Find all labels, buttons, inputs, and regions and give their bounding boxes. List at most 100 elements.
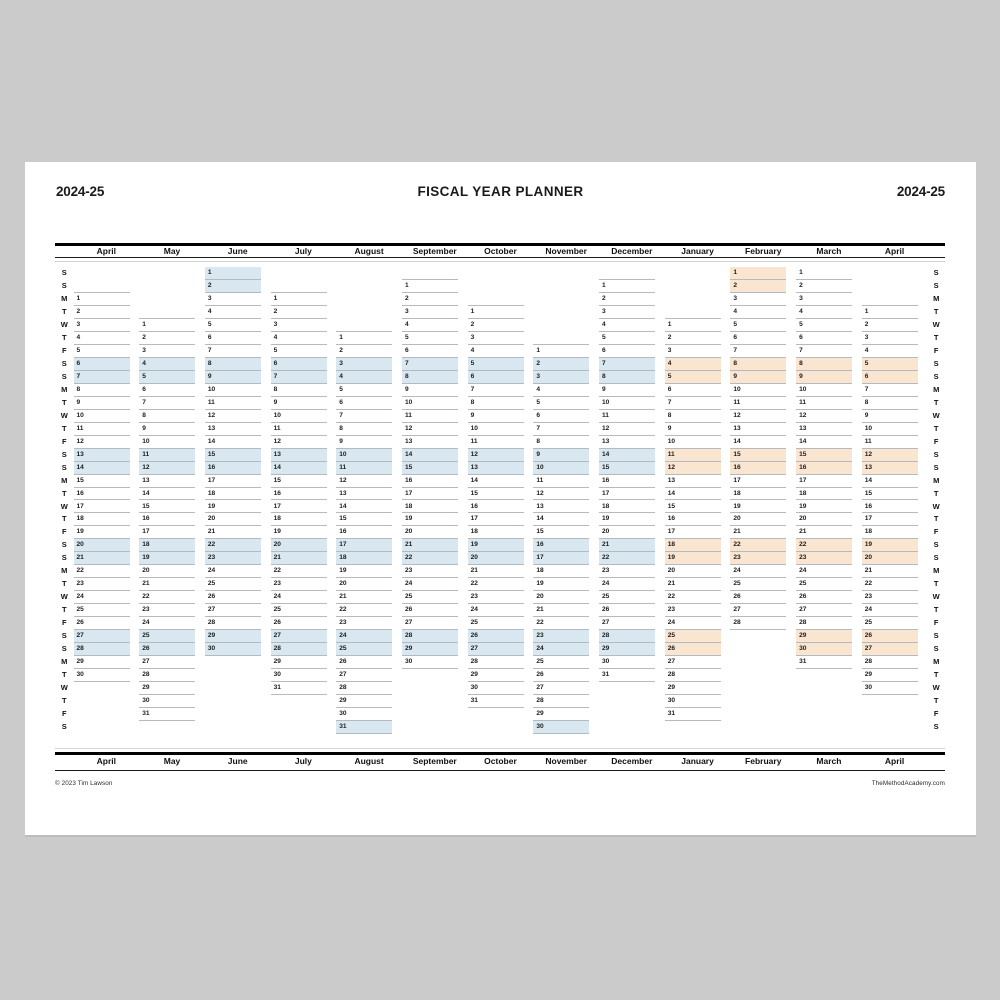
empty-cell [665,721,731,734]
row-letter-right: F [933,436,939,446]
day-cell-june-1: 1 [204,267,261,280]
day-cell-december-26: 26 [599,604,655,618]
day-cell-august-11: 11 [336,461,393,475]
row-letter-left: T [61,488,67,498]
day-cell-april-10: 10 [73,410,130,423]
day-cell-june-6: 6 [204,332,261,345]
month-column-cell: 23 [467,591,534,605]
row-letter-right: T [933,579,939,589]
day-cell-november-12: 12 [533,488,590,501]
empty-cell [730,682,796,695]
day-cell-february-18: 18 [730,488,787,501]
month-column-cell: 19 [796,501,862,514]
top-rule-faint [55,260,945,262]
month-column-cell: 29 [401,643,468,657]
month-column-cell: 1 [204,267,271,280]
day-cell-march-25: 25 [796,578,853,592]
row-letter-right: S [933,449,939,459]
month-column-cell: 30 [664,695,731,709]
day-cell-april-16: 16 [861,501,918,514]
day-cell-december-15: 15 [599,461,655,475]
grid-row: T 25 23 27 25 22 26 24 21 26 23 27 27 24 T [55,604,945,618]
day-cell-february-26: 26 [730,591,787,605]
day-cell-october-8: 8 [467,397,524,410]
day-cell-april-19: 19 [861,539,918,553]
day-cell-may-26: 26 [139,643,196,657]
empty-cell [468,708,534,721]
row-letter-right: S [933,358,939,368]
empty-cell [796,695,862,708]
empty-ruled-cell [336,319,393,332]
day-cell-july-16: 16 [270,488,327,501]
month-column-cell: 4 [204,306,271,319]
day-cell-november-25: 25 [533,656,590,670]
month-column-cell: 11 [533,475,599,488]
month-column-cell: 9 [401,384,468,397]
day-cell-august-26: 26 [336,656,393,670]
day-cell-july-2: 2 [270,306,327,319]
day-cell-april-30: 30 [73,669,130,683]
month-column-cell: 20 [270,539,337,553]
month-column-cell: 27 [467,643,534,657]
day-cell-october-9: 9 [467,410,524,423]
month-column-cell: 8 [533,436,599,449]
month-column-cell: 22 [139,591,205,605]
grid-row: T 30 29 31 28 30 T [55,695,945,709]
day-cell-july-31: 31 [270,682,327,696]
day-cell-october-4: 4 [467,345,524,358]
empty-cell [665,293,731,306]
day-cell-december-28: 28 [599,630,655,644]
day-cell-july-26: 26 [270,617,327,631]
day-cell-april-13: 13 [73,448,130,462]
day-cell-november-29: 29 [533,708,590,722]
day-cell-april-9: 9 [861,410,918,423]
row-letter-right: T [933,696,939,706]
month-column-cell: 17 [533,552,599,566]
month-column-cell: 7 [270,370,337,384]
day-cell-march-22: 22 [796,539,853,553]
month-column-cell: 18 [533,565,599,579]
month-column-cell: 5 [861,357,928,371]
month-column-cell: 5 [533,397,599,410]
day-cell-november-27: 27 [533,682,590,696]
grid-row: F 26 24 28 26 23 27 25 22 27 24 28 28 25 F [55,617,945,631]
day-cell-october-23: 23 [467,591,524,605]
day-cell-december-31: 31 [599,669,655,683]
day-cell-july-6: 6 [270,357,327,371]
day-cell-august-23: 23 [336,617,393,631]
month-column-cell: 24 [270,591,337,605]
day-cell-november-9: 9 [533,448,590,462]
month-column-cell: 15 [73,475,140,488]
day-cell-april-7: 7 [73,370,130,384]
month-column-cell [533,332,599,345]
month-column-cell: 21 [73,552,140,566]
day-cell-august-30: 30 [336,708,393,722]
month-column-cell: 30 [139,695,205,709]
month-column-cell: 11 [73,423,140,436]
day-cell-september-10: 10 [401,397,458,410]
empty-cell [271,721,337,734]
day-cell-august-29: 29 [336,695,393,709]
row-letter-right: T [933,397,939,407]
day-cell-march-8: 8 [796,357,853,371]
empty-cell [862,695,928,708]
month-column-cell: 23 [336,617,402,631]
day-cell-november-22: 22 [533,617,590,631]
month-column-cell: 10 [270,410,337,423]
month-column-cell: 7 [73,370,140,384]
day-cell-september-5: 5 [401,332,458,345]
month-column-cell: 7 [204,345,271,358]
month-column-cell: 14 [664,488,731,501]
month-column-cell: 26 [599,604,665,618]
row-letter-right: S [933,553,939,563]
website-text: TheMethodAcademy.com [871,780,945,787]
day-cell-september-7: 7 [401,357,458,371]
month-column-cell: 18 [796,488,862,501]
month-column-cell: 9 [533,448,599,462]
day-cell-november-21: 21 [533,604,590,618]
month-label-february: February [745,755,782,766]
month-column-cell: 9 [599,384,665,397]
